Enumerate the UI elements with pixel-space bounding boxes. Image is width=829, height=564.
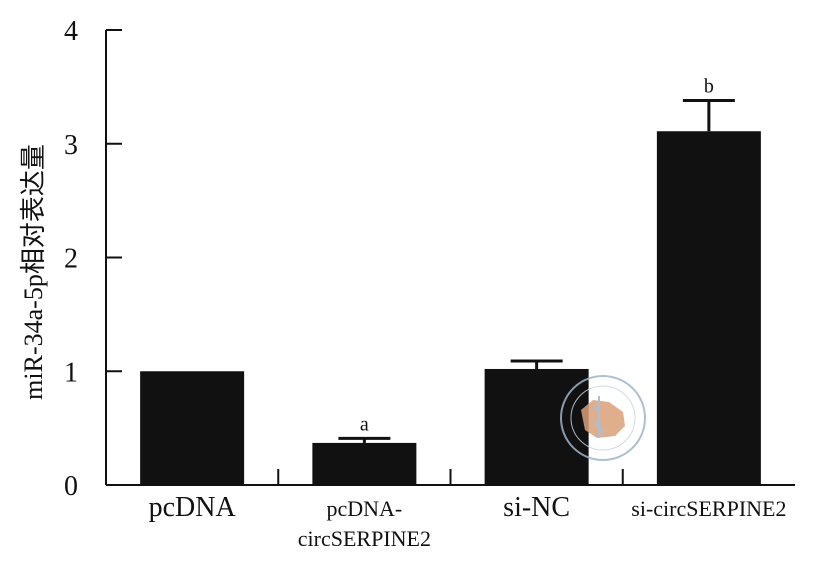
x-tick-label-line: pcDNA	[149, 492, 237, 523]
significance-label: a	[360, 413, 369, 435]
caduceus-icon	[592, 396, 604, 438]
seal-outer-ring	[560, 375, 646, 461]
x-tick-label: si-NC	[503, 492, 570, 523]
x-tick-label-line: si-circSERPINE2	[631, 496, 786, 521]
y-tick-label: 2	[64, 244, 78, 275]
y-tick-label: 3	[64, 130, 78, 161]
y-tick-labels: 0 1 2 3 4	[64, 16, 78, 502]
y-tick-label: 4	[64, 16, 78, 47]
bar	[656, 131, 761, 486]
y-axis-label: miR-34a-5p相对表达量	[19, 144, 48, 400]
y-tick-label: 1	[64, 357, 78, 388]
watermark-seal	[560, 375, 646, 461]
bar	[312, 442, 417, 485]
error-bars	[338, 99, 735, 443]
significance-labels: ab	[360, 76, 714, 436]
bar	[484, 368, 589, 485]
significance-label: b	[704, 76, 714, 98]
x-tick-label-line: circSERPINE2	[298, 526, 431, 551]
map-shape-icon	[581, 400, 625, 438]
y-tick-label: 0	[64, 471, 78, 502]
bars	[140, 131, 761, 486]
x-tick-label-line: pcDNA-	[326, 496, 402, 521]
x-tick-label: si-circSERPINE2	[631, 496, 786, 521]
x-tick-label: pcDNA	[149, 492, 237, 523]
x-tick-label-line: si-NC	[503, 492, 570, 523]
x-tick-label: pcDNA-circSERPINE2	[298, 496, 431, 551]
seal-inner-ring	[570, 385, 636, 451]
bar	[140, 371, 245, 485]
x-tick-labels: pcDNA pcDNA-circSERPINE2 si-NC si-circSERPI…	[149, 492, 787, 551]
